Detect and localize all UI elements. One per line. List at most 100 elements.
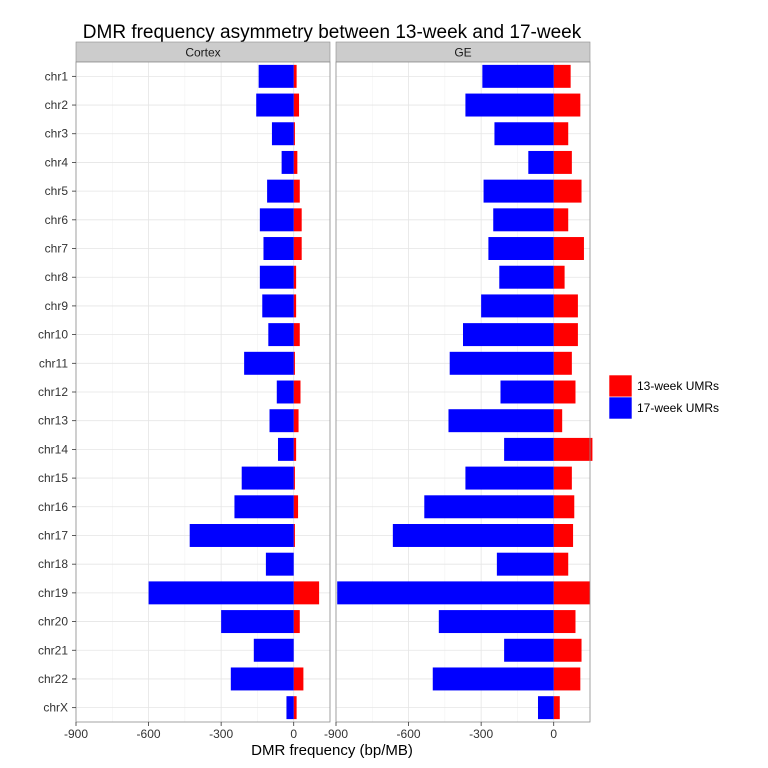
bar xyxy=(500,380,554,404)
bar xyxy=(293,466,295,490)
bar xyxy=(293,150,298,174)
bar xyxy=(258,64,294,88)
x-tick-label: -600 xyxy=(397,727,421,741)
bar xyxy=(553,179,582,203)
y-tick-label: chr16 xyxy=(38,500,68,514)
bar xyxy=(267,179,294,203)
y-tick-label: chr19 xyxy=(38,586,68,600)
bar xyxy=(553,351,572,375)
chart-title: DMR frequency asymmetry between 13-week … xyxy=(83,22,582,43)
bar xyxy=(553,552,569,576)
y-tick-label: chr1 xyxy=(45,69,69,83)
bar xyxy=(553,696,560,720)
bar xyxy=(553,466,572,490)
bar xyxy=(293,380,301,404)
y-tick-label: chr6 xyxy=(45,213,69,227)
bar xyxy=(263,237,294,260)
bar xyxy=(293,208,302,232)
bar xyxy=(392,524,554,547)
bar xyxy=(553,409,563,433)
bar xyxy=(256,93,294,117)
bar xyxy=(504,638,554,662)
bar xyxy=(293,696,297,720)
bar xyxy=(253,638,294,662)
bar xyxy=(553,495,575,519)
bar xyxy=(293,122,295,146)
bar xyxy=(465,93,554,117)
bar xyxy=(269,409,294,433)
bar xyxy=(148,581,294,605)
y-tick-label: chrX xyxy=(43,701,68,715)
bar xyxy=(276,380,294,404)
y-tick-label: chr20 xyxy=(38,615,68,629)
y-tick-label: chr8 xyxy=(45,270,69,284)
bar xyxy=(241,466,294,490)
bar xyxy=(244,351,294,375)
bar xyxy=(553,437,593,461)
bar xyxy=(281,150,294,174)
bar xyxy=(553,667,581,691)
y-tick-label: chr10 xyxy=(38,328,68,342)
facet-strip-label: GE xyxy=(454,46,471,60)
x-tick-label: 0 xyxy=(290,727,297,741)
bar xyxy=(553,208,569,232)
legend-key xyxy=(608,396,633,420)
x-tick-label: -600 xyxy=(137,727,161,741)
y-tick-label: chr9 xyxy=(45,299,69,313)
y-tick-label: chr13 xyxy=(38,414,68,428)
bar xyxy=(448,409,554,433)
bar xyxy=(293,409,299,433)
bar xyxy=(262,294,294,318)
x-tick-label: 0 xyxy=(550,727,557,741)
bar xyxy=(259,208,294,232)
bar xyxy=(293,581,320,605)
bar xyxy=(293,524,295,547)
bar xyxy=(293,237,302,260)
y-tick-label: chr11 xyxy=(39,356,68,370)
y-tick-label: chr14 xyxy=(38,442,68,456)
y-tick-label: chr12 xyxy=(38,385,68,399)
bar xyxy=(432,667,554,691)
bar xyxy=(293,351,295,375)
y-tick-label: chr7 xyxy=(45,242,69,256)
y-tick-label: chr22 xyxy=(38,672,68,686)
bar xyxy=(230,667,294,691)
x-axis-title: DMR frequency (bp/MB) xyxy=(251,742,413,759)
x-tick-label: -900 xyxy=(64,727,88,741)
bar xyxy=(553,638,582,662)
bar xyxy=(424,495,554,519)
bar xyxy=(494,122,554,146)
bar xyxy=(221,610,294,634)
bar xyxy=(553,122,569,146)
plot-area: Cortex -900 -600 -300 0 GE -900 -600 -300 0 chr1 ch… xyxy=(38,41,593,741)
legend-key xyxy=(608,374,633,398)
bar xyxy=(553,524,574,547)
bar xyxy=(286,696,294,720)
bar xyxy=(438,610,554,634)
bar xyxy=(293,265,297,289)
bar xyxy=(488,237,554,260)
y-tick-label: chr3 xyxy=(45,127,69,141)
bar xyxy=(537,696,554,720)
y-tick-label: chr18 xyxy=(38,557,68,571)
bar xyxy=(493,208,554,232)
bar xyxy=(268,323,294,347)
bar xyxy=(553,150,572,174)
bar xyxy=(293,667,304,691)
bar xyxy=(553,610,576,634)
bar xyxy=(481,294,554,318)
y-tick-label: chr17 xyxy=(38,528,68,542)
legend-label: 13-week UMRs xyxy=(637,379,719,393)
bar xyxy=(293,179,300,203)
bar xyxy=(293,323,300,347)
bar xyxy=(293,93,300,117)
bar xyxy=(189,524,294,547)
bar xyxy=(293,610,300,634)
x-tick-label: -300 xyxy=(209,727,233,741)
y-tick-label: chr21 xyxy=(38,643,68,657)
bar xyxy=(553,93,581,117)
y-tick-label: chr2 xyxy=(45,98,69,112)
bar xyxy=(528,150,554,174)
bar xyxy=(234,495,294,519)
bar xyxy=(482,64,554,88)
